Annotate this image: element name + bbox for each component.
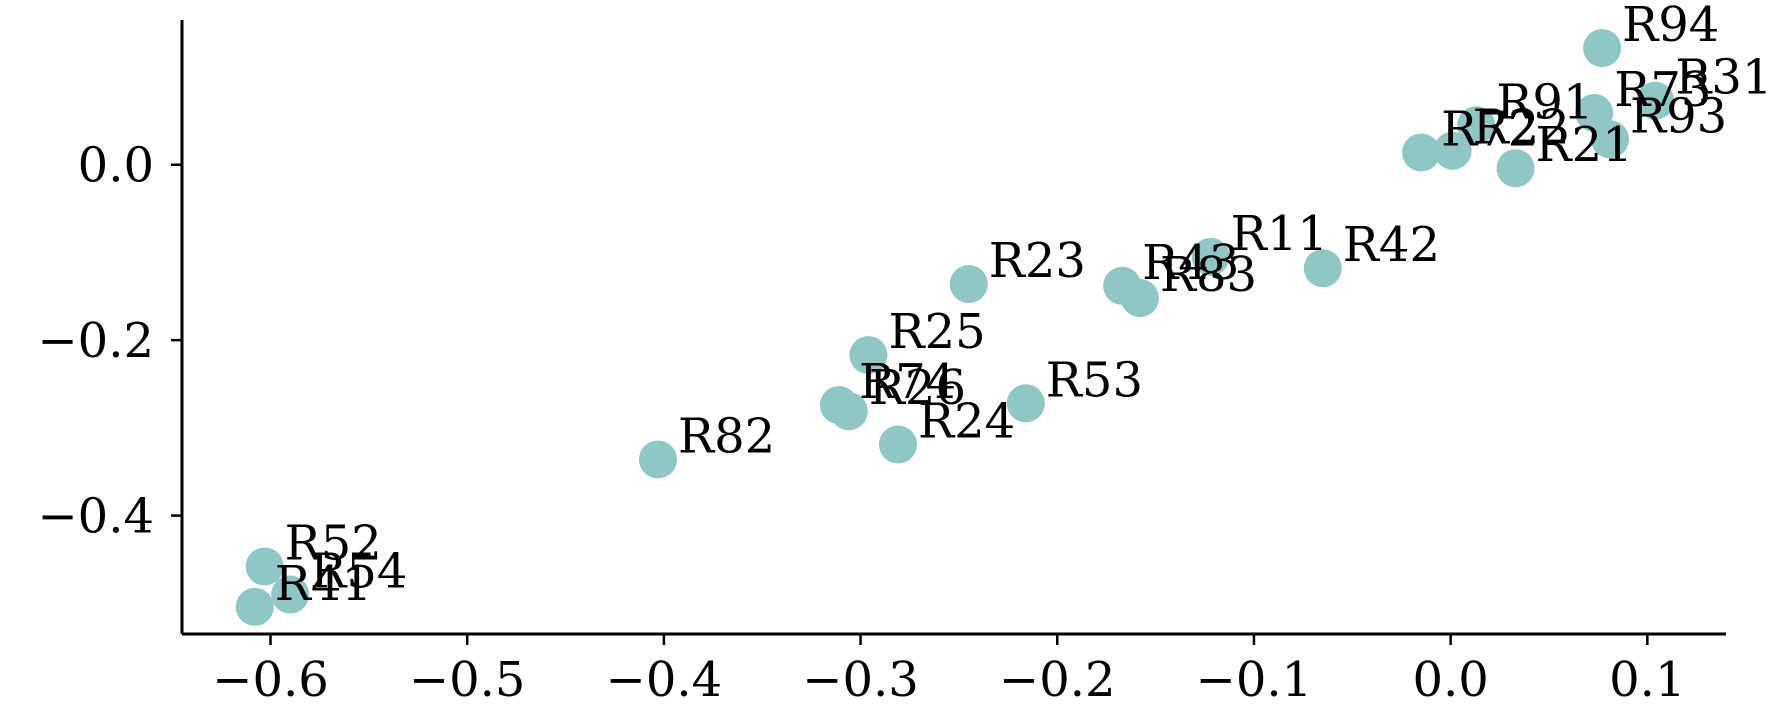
point-label-r22: R22 [1473, 100, 1570, 156]
data-point-r94 [1583, 29, 1622, 68]
data-point-r31 [1636, 81, 1675, 120]
point-label-r31: R31 [1675, 50, 1772, 106]
x-tick-label: −0.1 [1196, 652, 1313, 708]
data-point-r83 [1120, 279, 1159, 318]
point-label-r41: R41 [275, 556, 372, 612]
data-point-r23 [949, 265, 988, 304]
x-tick-label: 0.1 [1609, 652, 1685, 708]
data-point-r42 [1303, 249, 1342, 288]
x-tick-label: −0.6 [212, 652, 329, 708]
point-label-r21: R21 [1536, 117, 1633, 173]
data-point-r24 [878, 425, 917, 464]
y-axis-ticks: 0.0 −0.2 −0.4 [37, 138, 182, 545]
point-label-r43: R43 [1142, 235, 1239, 291]
point-label-r11: R11 [1231, 206, 1328, 262]
point-label-r25: R25 [888, 304, 985, 360]
point-label-r91: R91 [1496, 74, 1593, 130]
point-label-r53: R53 [1046, 352, 1143, 408]
data-point-r82 [638, 440, 677, 479]
y-tick-label: 0.0 [78, 138, 154, 194]
data-point-r21 [1496, 149, 1535, 188]
data-point-r93 [1590, 120, 1629, 159]
point-label-r24: R24 [918, 394, 1015, 450]
point-label-r23: R23 [989, 233, 1086, 289]
x-axis-ticks: −0.6 −0.5 −0.4 −0.3 −0.2 −0.1 0.0 0.1 [212, 634, 1685, 708]
y-tick-label: −0.2 [37, 313, 154, 369]
data-point-r54 [271, 575, 310, 614]
x-tick-label: 0.0 [1412, 652, 1488, 708]
point-label-r93: R93 [1630, 88, 1727, 144]
point-label-r54: R54 [310, 544, 407, 600]
y-tick-label: −0.4 [37, 489, 154, 545]
point-label-r52: R52 [285, 515, 382, 571]
point-label-r26: R26 [869, 360, 966, 416]
point-label-r73: R73 [1614, 62, 1711, 118]
point-label-r94: R94 [1622, 0, 1719, 53]
data-point-r53 [1006, 384, 1045, 423]
point-label-r82: R82 [678, 408, 775, 464]
data-point-r26 [829, 392, 868, 431]
point-label-r74: R74 [859, 354, 956, 410]
points-layer [235, 29, 1675, 626]
data-point-r41 [235, 587, 274, 626]
x-tick-label: −0.3 [802, 652, 919, 708]
data-point-r25 [849, 336, 888, 375]
point-label-r42: R42 [1343, 217, 1440, 273]
data-point-r91 [1457, 106, 1496, 145]
x-tick-label: −0.5 [409, 652, 526, 708]
x-tick-label: −0.2 [999, 652, 1116, 708]
data-point-r72 [1402, 133, 1441, 172]
data-point-r22 [1433, 131, 1472, 170]
point-label-r83: R83 [1160, 247, 1257, 303]
x-tick-label: −0.4 [606, 652, 723, 708]
data-point-r11 [1191, 237, 1230, 276]
data-point-r52 [245, 547, 284, 586]
point-label-r72: R72 [1441, 101, 1538, 157]
